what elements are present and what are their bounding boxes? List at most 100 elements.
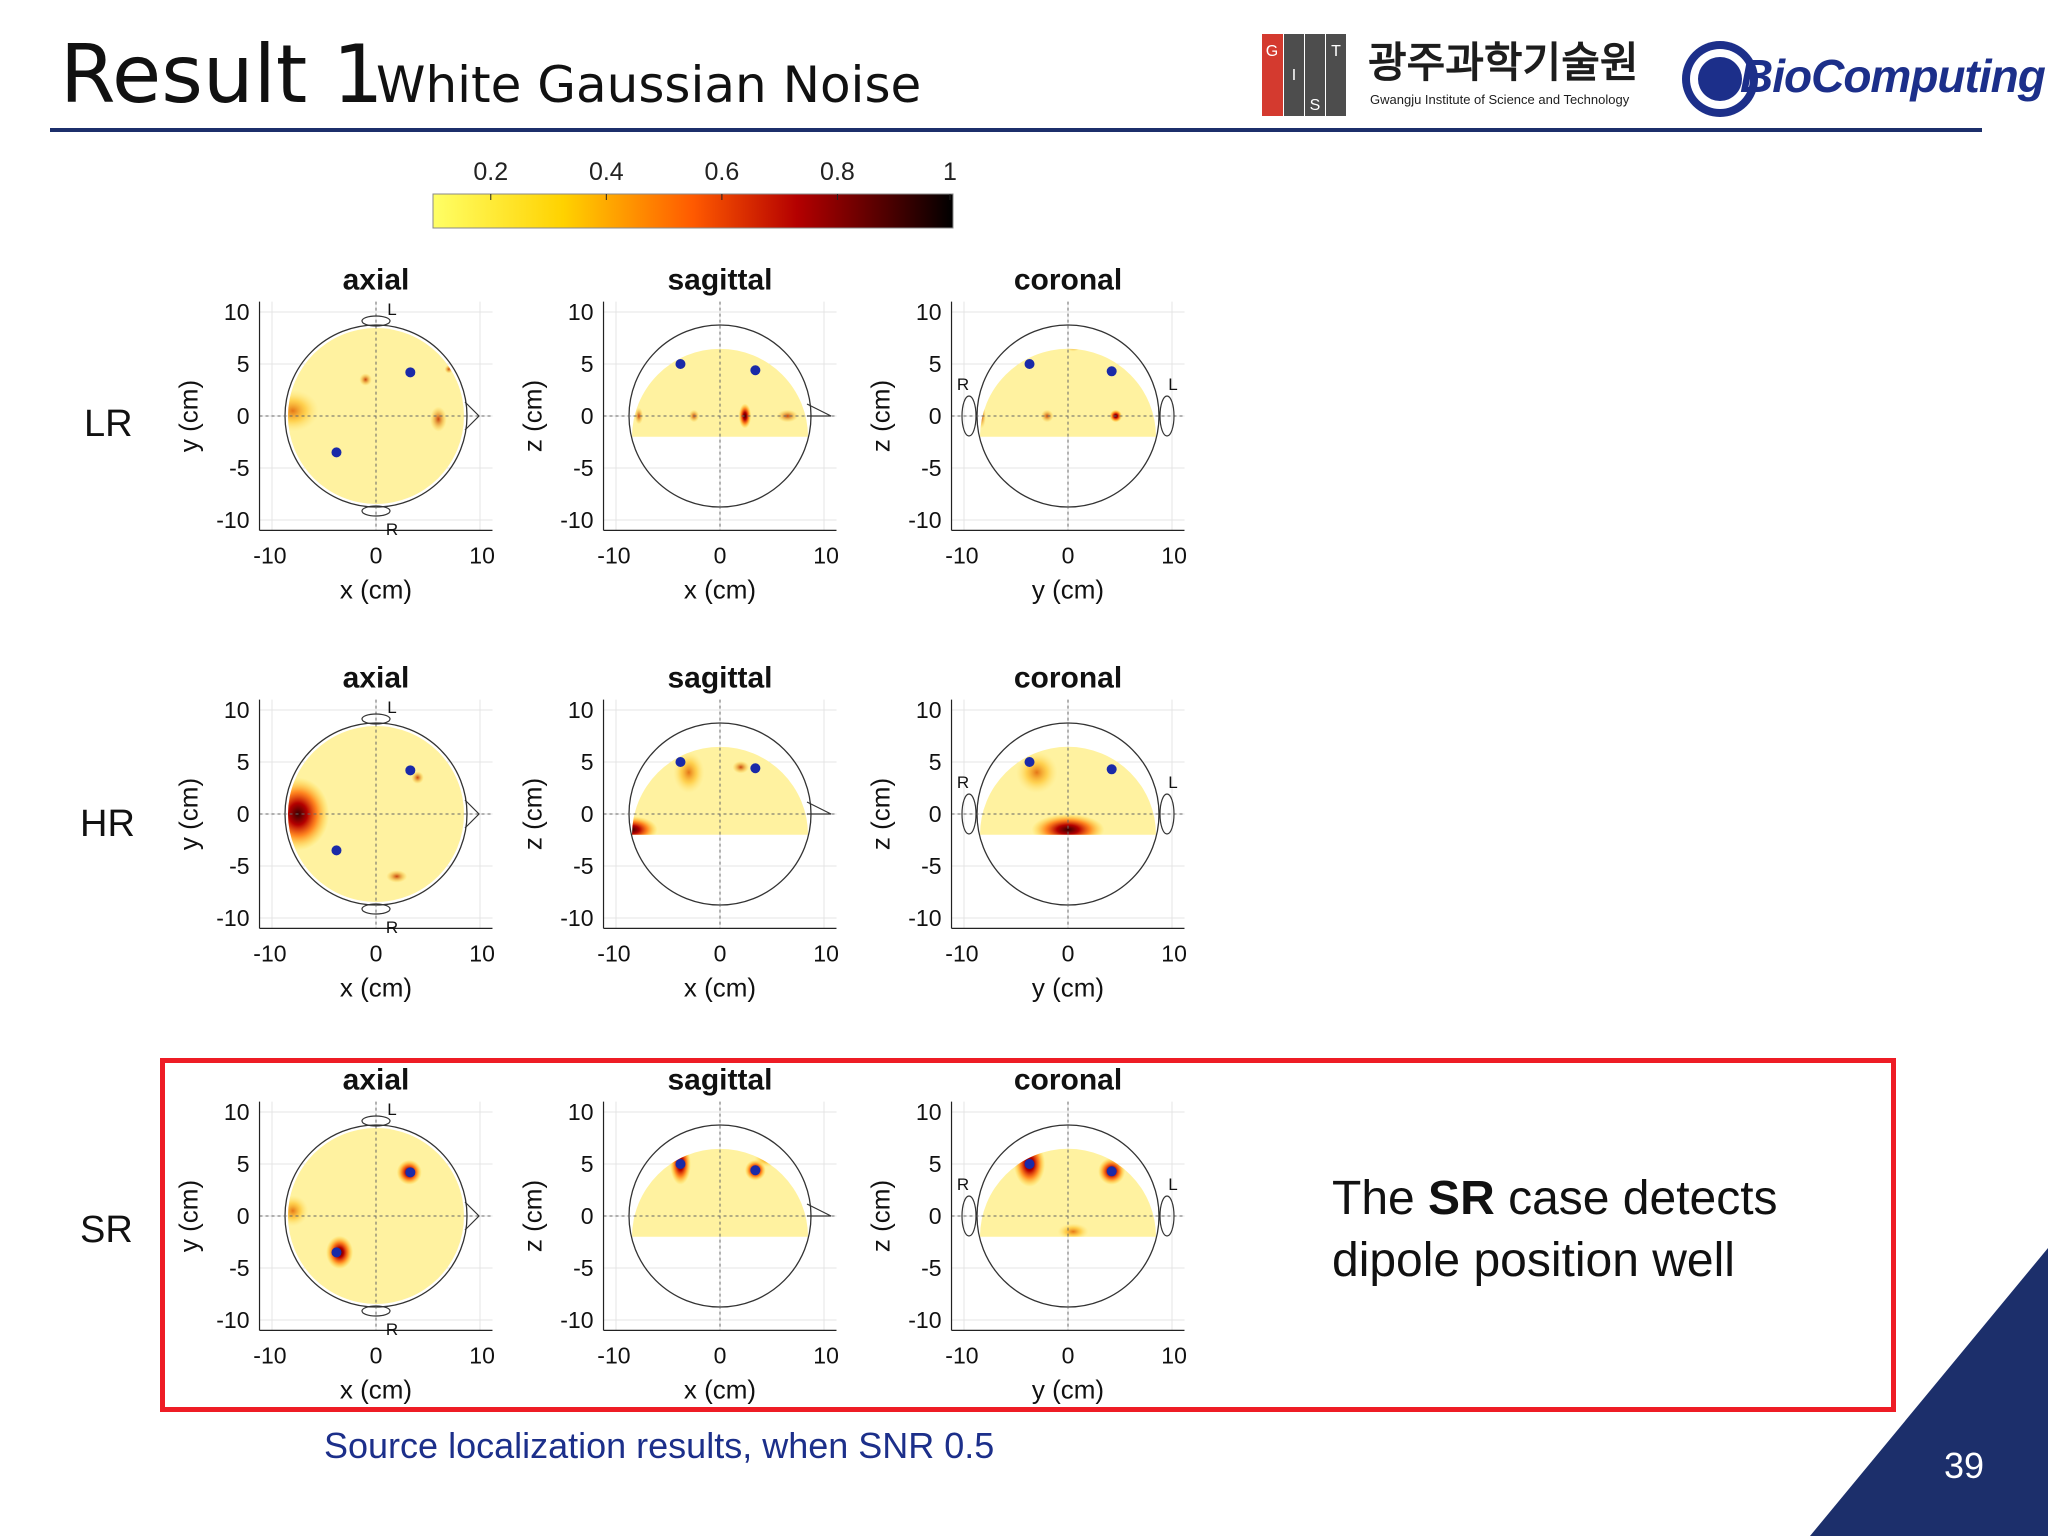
x-tick-label: 0 <box>714 940 727 966</box>
ear-left <box>961 1195 977 1237</box>
colorbar-tick-label: 0.2 <box>473 158 508 186</box>
y-tick-label: 0 <box>237 801 250 827</box>
y-tick-label: -10 <box>560 905 593 931</box>
x-tick-label: 0 <box>370 940 383 966</box>
ear-left <box>961 395 977 437</box>
y-tick-label: 0 <box>581 403 594 429</box>
y-tick-label: -10 <box>560 1307 593 1333</box>
gist-letter-s: S <box>1310 97 1321 114</box>
panel-title: coronal <box>1014 1064 1122 1097</box>
y-axis-label: y (cm) <box>174 778 204 850</box>
activation-blob <box>634 407 644 425</box>
ear-label-right: L <box>1168 773 1177 792</box>
dipole-marker <box>675 1159 686 1169</box>
colorbar-ticks: 0.2 0.4 0.6 0.8 1 <box>473 158 957 200</box>
activation-blob <box>386 870 408 883</box>
x-axis-label: x (cm) <box>684 1374 756 1404</box>
panel-title: sagittal <box>667 1064 772 1097</box>
gist-korean-name: 광주과학기술원 <box>1368 38 1639 87</box>
ear-top <box>361 315 391 327</box>
ear-label-bottom: R <box>386 520 398 539</box>
gist-letter-g: G <box>1266 43 1278 60</box>
ear-label-left: R <box>957 773 969 792</box>
x-tick-label: -10 <box>945 940 978 966</box>
y-axis-label: z (cm) <box>518 380 548 452</box>
nose <box>464 799 480 829</box>
title-rule <box>50 128 1982 132</box>
ear-label-bottom: R <box>386 1320 398 1339</box>
row-label-lr: LR <box>84 403 133 445</box>
y-tick-label: 5 <box>581 1151 594 1177</box>
dipole-marker <box>675 359 686 369</box>
y-tick-label: -5 <box>229 455 249 481</box>
activation-blob <box>1057 1223 1089 1237</box>
ear-label-right: L <box>1168 375 1177 394</box>
x-axis-label: x (cm) <box>340 1374 412 1404</box>
ear-label-top: L <box>387 300 396 319</box>
x-tick-label: 10 <box>1161 1342 1187 1368</box>
y-tick-label: -5 <box>229 1255 249 1281</box>
ear-bottom <box>361 903 391 915</box>
y-tick-label: 10 <box>224 299 250 325</box>
page-title: Result 1 <box>60 28 384 121</box>
nose <box>806 1203 832 1217</box>
x-tick-label: 0 <box>1062 940 1075 966</box>
gist-letter-t: T <box>1331 43 1341 60</box>
ear-label-top: L <box>387 698 396 717</box>
dipole-marker <box>750 1165 761 1176</box>
dipole-marker <box>405 765 416 776</box>
panel-title: axial <box>343 1064 410 1097</box>
y-tick-label: 10 <box>568 1099 594 1125</box>
y-tick-label: 0 <box>581 1203 594 1229</box>
x-axis-label: y (cm) <box>1032 972 1104 1002</box>
ear-bottom <box>361 1305 391 1317</box>
activation-blob <box>1016 751 1058 794</box>
y-tick-label: -10 <box>216 507 249 533</box>
y-tick-label: 5 <box>581 351 594 377</box>
activation-blob <box>411 771 424 784</box>
x-tick-label: 10 <box>813 1342 839 1368</box>
y-tick-label: 0 <box>929 801 942 827</box>
colorbar-tick-label: 0.8 <box>820 158 855 186</box>
y-tick-label: -10 <box>908 1307 941 1333</box>
y-tick-label: 5 <box>237 749 250 775</box>
x-tick-label: -10 <box>253 940 286 966</box>
activation-blob <box>1040 409 1054 423</box>
panel-title: coronal <box>1014 662 1122 695</box>
ear-label-left: R <box>957 375 969 394</box>
activation-blob <box>732 760 750 774</box>
gist-letter-i: I <box>1292 67 1296 84</box>
activation-blob <box>359 373 372 386</box>
y-tick-label: -10 <box>216 1307 249 1333</box>
panel-title: sagittal <box>667 662 772 695</box>
y-axis-label: z (cm) <box>866 778 896 850</box>
x-tick-label: 10 <box>1161 940 1187 966</box>
ear-bottom <box>361 505 391 517</box>
nose <box>806 801 832 815</box>
panel-sagittal-row1: sagittal 10 5 0 -5 -10-10 0 10 x (cm) z (cm) <box>518 264 839 605</box>
y-tick-label: -5 <box>573 853 593 879</box>
colorbar-tick-label: 0.6 <box>705 158 740 186</box>
panel-sagittal-row2: sagittal 10 5 0 -5 -10-10 0 10 x (cm) z (cm) <box>518 662 839 1003</box>
conclusion-bold: SR <box>1428 1172 1495 1225</box>
y-tick-label: 5 <box>237 1151 250 1177</box>
y-tick-label: -10 <box>908 507 941 533</box>
dipole-marker <box>1024 757 1035 767</box>
y-tick-label: 0 <box>237 403 250 429</box>
y-tick-label: -5 <box>229 853 249 879</box>
gist-logo: G I S T <box>1262 34 1346 116</box>
nose <box>464 401 480 431</box>
y-tick-label: 10 <box>916 1099 942 1125</box>
sr-highlight-box <box>160 1058 1896 1412</box>
activation-blob <box>777 409 798 423</box>
dipole-marker <box>331 447 342 458</box>
y-tick-label: 0 <box>581 801 594 827</box>
y-tick-label: 10 <box>568 697 594 723</box>
x-tick-label: -10 <box>597 1342 630 1368</box>
y-axis-label: z (cm) <box>866 380 896 452</box>
x-axis-label: x (cm) <box>684 972 756 1002</box>
y-tick-label: 0 <box>237 1203 250 1229</box>
